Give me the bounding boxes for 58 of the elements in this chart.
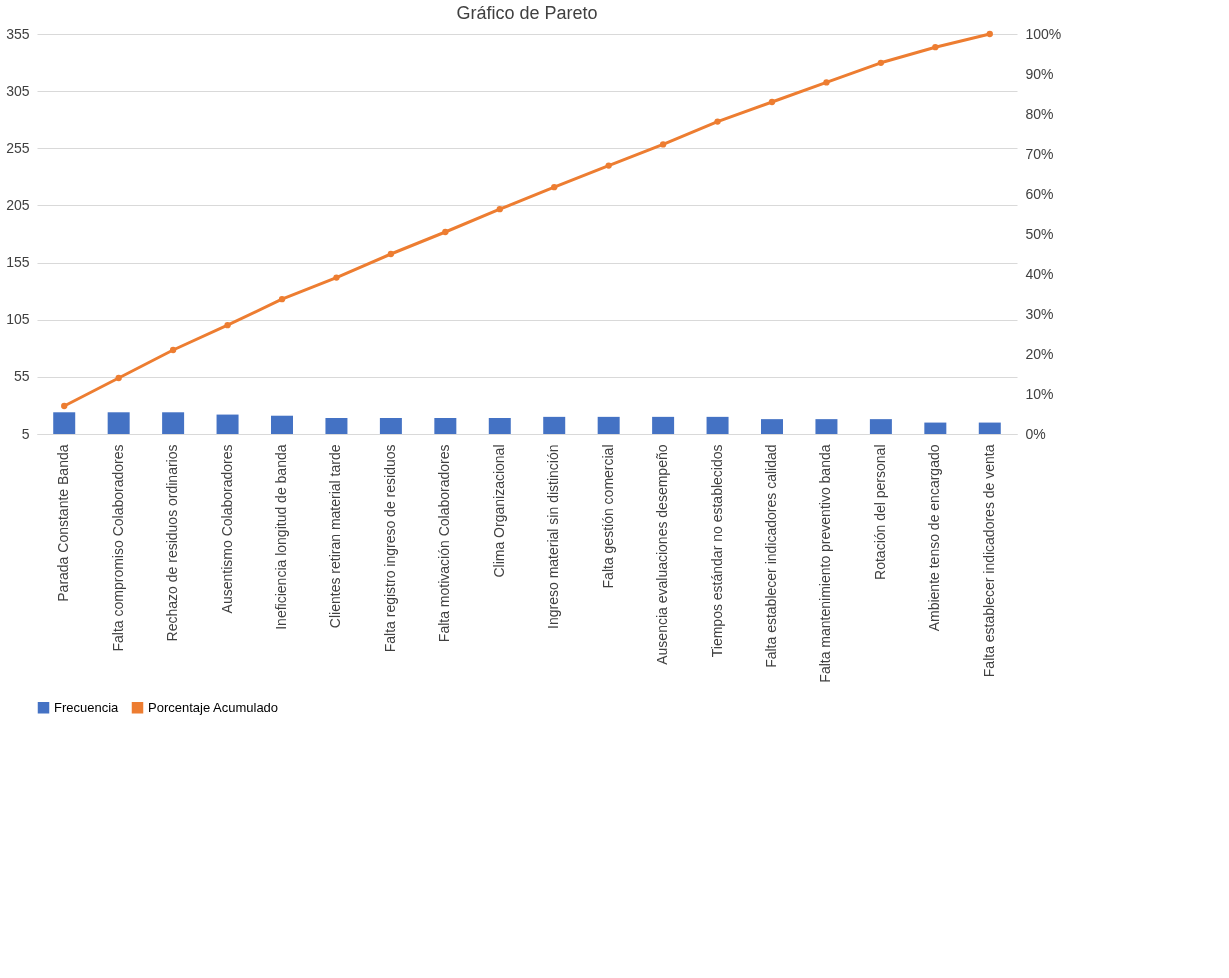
y2-tick-label: 90%: [1025, 65, 1054, 82]
point: [986, 30, 993, 38]
y2-tick-label: 30%: [1025, 305, 1054, 322]
point: [61, 402, 68, 410]
x-tick-label: Parada Constante Banda: [55, 444, 72, 602]
y-tick-label: 55: [13, 368, 30, 385]
x-tick-label: Clientes retiran material tarde: [327, 444, 344, 629]
point: [169, 346, 177, 354]
point: [768, 98, 776, 106]
point: [333, 274, 340, 281]
legend-label: Porcentaje Acumulado: [148, 699, 279, 715]
point: [278, 296, 286, 303]
point: [387, 250, 395, 258]
x-tick-label: Tiempos estándar no establecidos: [708, 444, 725, 658]
point: [823, 79, 830, 86]
point: [224, 322, 231, 329]
y2-tick-label: 20%: [1025, 345, 1054, 362]
x-tick-label: Falta establecer indicadores calidad: [763, 444, 779, 668]
x-tick-label: Rotación del personal: [871, 444, 888, 580]
x-tick-label: Falta mantenimiento preventivo banda: [817, 444, 834, 683]
y2-tick-label: 40%: [1025, 265, 1054, 282]
x-tick-label: Falta compromiso Colaboradores: [109, 444, 126, 652]
x-tick-label: Ausentismo Colaboradores: [218, 444, 235, 614]
x-tick-label: Rechazo de residuos ordinarios: [164, 444, 181, 642]
y-tick-label: 105: [6, 311, 30, 328]
x-tick-label: Falta establecer indicadores de venta: [980, 444, 997, 678]
y2-tick-label: 50%: [1025, 225, 1054, 242]
y-tick-label: 205: [6, 196, 30, 213]
legend-label: Frecuencia: [54, 699, 120, 715]
x-tick-label: Falta motivación Colaboradores: [436, 444, 453, 643]
point: [551, 184, 558, 191]
point: [659, 141, 667, 148]
x-tick-label: Falta registro ingreso de residuos: [381, 444, 398, 653]
y2-tick-label: 0%: [1025, 425, 1046, 442]
y2-tick-label: 100%: [1025, 25, 1062, 42]
point: [442, 228, 449, 236]
y2-tick-label: 60%: [1025, 185, 1054, 202]
x-tick-label: Ineficiencia longitud de banda: [273, 444, 289, 630]
point: [877, 59, 885, 66]
point: [605, 162, 612, 169]
y-tick-label: 355: [6, 25, 30, 42]
y-tick-label: 5: [21, 425, 30, 442]
point: [932, 44, 939, 51]
x-tick-label: Ambiente tenso de encargado: [926, 444, 943, 632]
x-tick-label: Ingreso material sin distinción: [545, 444, 562, 629]
point: [115, 374, 122, 382]
y-tick-label: 255: [6, 139, 30, 156]
y2-tick-label: 80%: [1025, 105, 1054, 122]
x-tick-label: Ausencia evaluaciones desempeño: [654, 444, 671, 665]
point: [496, 206, 503, 213]
y2-tick-label: 10%: [1025, 385, 1054, 402]
y-tick-label: 155: [6, 254, 30, 271]
y2-tick-label: 70%: [1025, 145, 1054, 162]
point: [714, 118, 721, 125]
x-tick-label: Clima Organizacional: [490, 444, 507, 578]
x-tick-label: Falta gestión comercial: [599, 444, 616, 589]
chart-title: Gráfico de Pareto: [456, 3, 598, 23]
y-tick-label: 305: [6, 82, 30, 99]
